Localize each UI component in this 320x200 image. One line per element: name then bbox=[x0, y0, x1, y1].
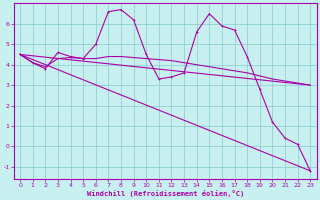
X-axis label: Windchill (Refroidissement éolien,°C): Windchill (Refroidissement éolien,°C) bbox=[86, 190, 244, 197]
